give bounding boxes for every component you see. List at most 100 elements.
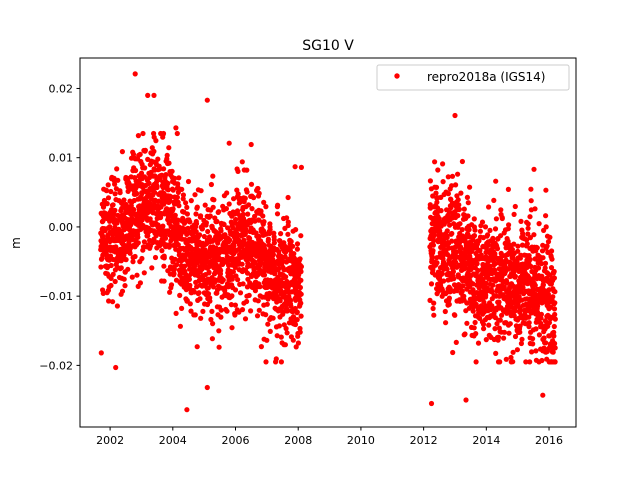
data-point (276, 265, 282, 271)
data-point (173, 310, 179, 316)
data-point (244, 298, 250, 305)
data-point (456, 202, 462, 208)
data-point (293, 227, 299, 233)
data-point (107, 253, 114, 259)
data-point (142, 165, 148, 171)
data-point (444, 266, 450, 272)
data-point (518, 218, 524, 224)
data-point (171, 271, 177, 277)
data-point (461, 206, 467, 212)
data-point (471, 216, 477, 222)
data-point (244, 189, 250, 195)
data-point (165, 180, 171, 186)
data-point (446, 301, 452, 307)
data-point (152, 254, 159, 261)
data-point (141, 270, 147, 276)
data-point (536, 265, 542, 271)
data-point (201, 233, 207, 240)
data-point (205, 285, 211, 291)
data-point (516, 294, 522, 300)
data-point (242, 195, 248, 201)
data-point (527, 214, 533, 220)
data-point (130, 233, 136, 239)
data-point (277, 298, 283, 304)
legend-label: repro2018a (IGS14) (427, 70, 545, 84)
data-point (550, 294, 556, 300)
data-point (282, 254, 288, 260)
data-point (197, 232, 203, 238)
data-point (427, 178, 433, 184)
data-point (174, 194, 180, 200)
data-point (180, 192, 186, 198)
data-point (510, 349, 516, 355)
data-point (141, 239, 147, 245)
data-point (449, 238, 455, 244)
data-point (119, 288, 126, 294)
data-point (539, 357, 545, 364)
data-point (439, 270, 445, 276)
data-point (485, 232, 491, 238)
data-point (112, 278, 118, 285)
data-point (226, 201, 232, 207)
data-point (455, 197, 461, 203)
chart-title: SG10 V (302, 38, 354, 54)
data-point (530, 336, 536, 342)
data-point (432, 159, 438, 165)
data-point (154, 184, 160, 191)
data-point (240, 211, 246, 217)
data-point (551, 275, 558, 281)
data-point (202, 202, 208, 208)
data-point (270, 315, 276, 321)
data-point (175, 184, 181, 190)
data-point (492, 326, 498, 332)
data-point (540, 255, 546, 261)
data-point (232, 287, 239, 293)
data-point (110, 299, 116, 305)
data-point (528, 186, 534, 192)
data-point (115, 212, 121, 218)
data-point (285, 307, 291, 314)
data-point (273, 356, 279, 362)
data-point (258, 344, 264, 350)
data-point (288, 238, 294, 245)
data-point (151, 148, 157, 154)
data-point (465, 200, 471, 206)
x-tick-label: 2010 (347, 434, 375, 447)
data-point (473, 331, 479, 337)
data-point (293, 344, 299, 350)
data-point (242, 230, 248, 237)
data-point (237, 290, 244, 296)
data-point (297, 284, 303, 291)
data-point (257, 284, 263, 290)
data-point (207, 213, 213, 219)
data-point (470, 308, 476, 314)
data-point (504, 280, 510, 286)
data-point (160, 130, 167, 137)
data-point (506, 330, 512, 336)
data-point (139, 255, 145, 262)
data-point (129, 274, 135, 280)
data-point (294, 246, 300, 252)
data-point (538, 315, 544, 321)
data-point (160, 223, 166, 229)
data-point (447, 222, 453, 228)
data-point (550, 349, 556, 355)
data-point (216, 328, 222, 334)
data-point (176, 203, 182, 209)
data-point (526, 314, 532, 320)
data-point (198, 315, 204, 321)
data-point (531, 166, 537, 172)
data-point (263, 359, 269, 365)
data-point (290, 243, 296, 249)
data-point (263, 204, 269, 210)
x-tick-label: 2006 (222, 434, 250, 447)
data-point (159, 248, 165, 254)
data-point (172, 175, 178, 181)
data-point (549, 248, 555, 254)
data-point (135, 133, 141, 139)
data-point (216, 209, 222, 215)
data-point (486, 204, 492, 210)
data-point (229, 325, 235, 331)
data-point (532, 282, 538, 288)
y-axis-label: m (9, 237, 23, 249)
